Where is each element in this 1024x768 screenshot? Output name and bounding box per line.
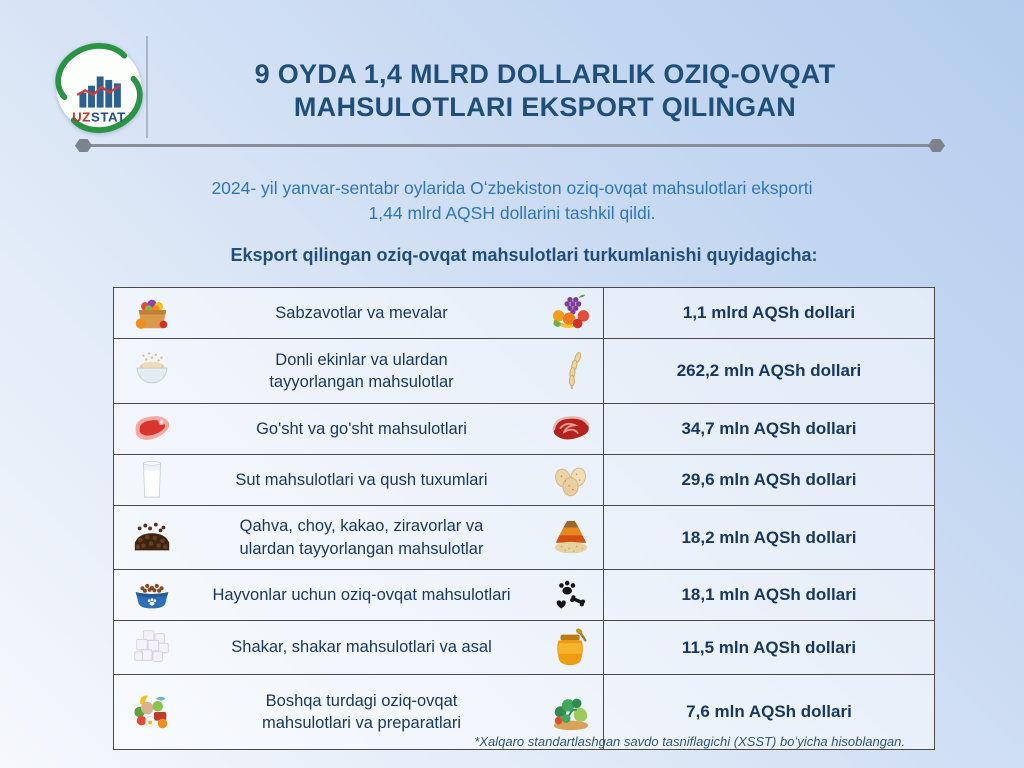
uzstat-logo: UZSTAT	[53, 42, 145, 134]
table-heading: Eksport qilingan oziq-ovqat mahsulotlari…	[230, 245, 818, 265]
svg-text:UZSTAT: UZSTAT	[72, 109, 126, 124]
steak-icon	[128, 408, 176, 450]
uzstat-logo-icon: UZSTAT	[55, 43, 143, 133]
value-cell: 29,6 mln AQSh dollari	[603, 455, 934, 505]
table-row: Sut mahsulotlari va qush tuxumlari 29,6 m…	[114, 454, 934, 505]
vegetables-board-icon	[547, 691, 595, 733]
value-cell: 1,1 mlrd AQSh dollari	[603, 288, 934, 338]
export-value: 18,1 mln AQSh dollari	[681, 585, 857, 604]
export-value: 262,2 mln AQSh dollari	[676, 361, 862, 380]
table-row: Qahva, choy, kakao, ziravorlar va ularda…	[114, 505, 934, 569]
milk-glass-icon	[128, 459, 176, 501]
sugar-cubes-icon	[128, 627, 176, 669]
paw-bone-icon	[547, 574, 595, 616]
subtitle: 2024- yil yanvar-sentabr oylarida Oʻzbek…	[211, 178, 813, 224]
divider-endcap-left	[75, 139, 92, 152]
category-cell: Sut mahsulotlari va qush tuxumlari	[114, 455, 603, 505]
category-label: Sut mahsulotlari va qush tuxumlari	[235, 470, 488, 489]
category-label: Sabzavotlar va mevalar	[275, 303, 448, 322]
export-value: 7,6 mln AQSh dollari	[686, 702, 852, 721]
pet-bowl-icon	[128, 574, 176, 616]
category-cell: Boshqa turdagi oziq-ovqat mahsulotlari v…	[114, 675, 603, 749]
category-label: Shakar, shakar mahsulotlari va asal	[231, 638, 492, 657]
table-row: Go'sht va go'sht mahsulotlari 34,7 mln AQ…	[114, 403, 934, 454]
value-cell: 34,7 mln AQSh dollari	[603, 404, 934, 454]
category-label: Boshqa turdagi oziq-ovqat mahsulotlari v…	[261, 691, 461, 732]
category-cell: Shakar, shakar mahsulotlari va asal	[114, 621, 603, 674]
export-value: 11,5 mln AQSh dollari	[681, 637, 857, 657]
wheat-ear-icon	[547, 350, 595, 392]
spices-icon	[547, 517, 595, 559]
footnote: *Xalqaro standartlashgan savdo tasniflag…	[474, 734, 905, 749]
value-cell: 18,2 mln AQSh dollari	[603, 506, 934, 569]
export-table: Sabzavotlar va mevalar 1,1 mlrd AQSh doll…	[113, 287, 935, 750]
table-row: Shakar, shakar mahsulotlari va asal 11,5 …	[114, 620, 934, 674]
table-row: Boshqa turdagi oziq-ovqat mahsulotlari v…	[114, 674, 934, 749]
table-row: Sabzavotlar va mevalar 1,1 mlrd AQSh doll…	[114, 288, 934, 338]
table-row: Hayvonlar uchun oziq-ovqat mahsulotlari 1…	[114, 569, 934, 620]
value-cell: 262,2 mln AQSh dollari	[603, 339, 934, 403]
category-cell: Donli ekinlar va ulardan tayyorlangan ma…	[114, 339, 603, 403]
page-title: 9 OYDA 1,4 MLRD DOLLARLIK OZIQ-OVQAT MAHS…	[254, 59, 836, 122]
category-cell: Go'sht va go'sht mahsulotlari	[114, 404, 603, 454]
category-label: Donli ekinlar va ulardan tayyorlangan ma…	[269, 350, 454, 391]
category-cell: Hayvonlar uchun oziq-ovqat mahsulotlari	[114, 570, 603, 620]
honey-jar-icon	[547, 627, 595, 669]
export-value: 29,6 mln AQSh dollari	[681, 470, 857, 489]
fruits-icon	[547, 292, 595, 334]
export-value: 34,7 mln AQSh dollari	[681, 419, 857, 438]
category-label: Go'sht va go'sht mahsulotlari	[256, 419, 467, 438]
eggs-icon	[547, 459, 595, 501]
logo-uz-text: UZ	[72, 109, 91, 124]
fruit-basket-icon	[128, 292, 176, 334]
section-divider-line	[75, 139, 945, 152]
food-assortment-icon	[128, 691, 176, 733]
value-cell: 7,6 mln AQSh dollari	[603, 675, 934, 749]
category-cell: Sabzavotlar va mevalar	[114, 288, 603, 338]
coffee-beans-icon	[128, 517, 176, 559]
divider-endcap-right	[928, 139, 945, 152]
category-label: Qahva, choy, kakao, ziravorlar va ularda…	[239, 517, 484, 558]
category-label: Hayvonlar uchun oziq-ovqat mahsulotlari	[212, 585, 511, 604]
logo-divider	[146, 36, 148, 138]
table-row: Donli ekinlar va ulardan tayyorlangan ma…	[114, 338, 934, 403]
value-cell: 11,5 mln AQSh dollari	[603, 621, 934, 674]
value-cell: 18,1 mln AQSh dollari	[603, 570, 934, 620]
category-cell: Qahva, choy, kakao, ziravorlar va ularda…	[114, 506, 603, 569]
grain-bowl-icon	[128, 350, 176, 392]
export-value: 18,2 mln AQSh dollari	[681, 527, 857, 547]
logo-stat-text: STAT	[91, 109, 126, 124]
export-value: 1,1 mlrd AQSh dollari	[682, 303, 856, 322]
meat-cut-icon	[547, 408, 595, 450]
